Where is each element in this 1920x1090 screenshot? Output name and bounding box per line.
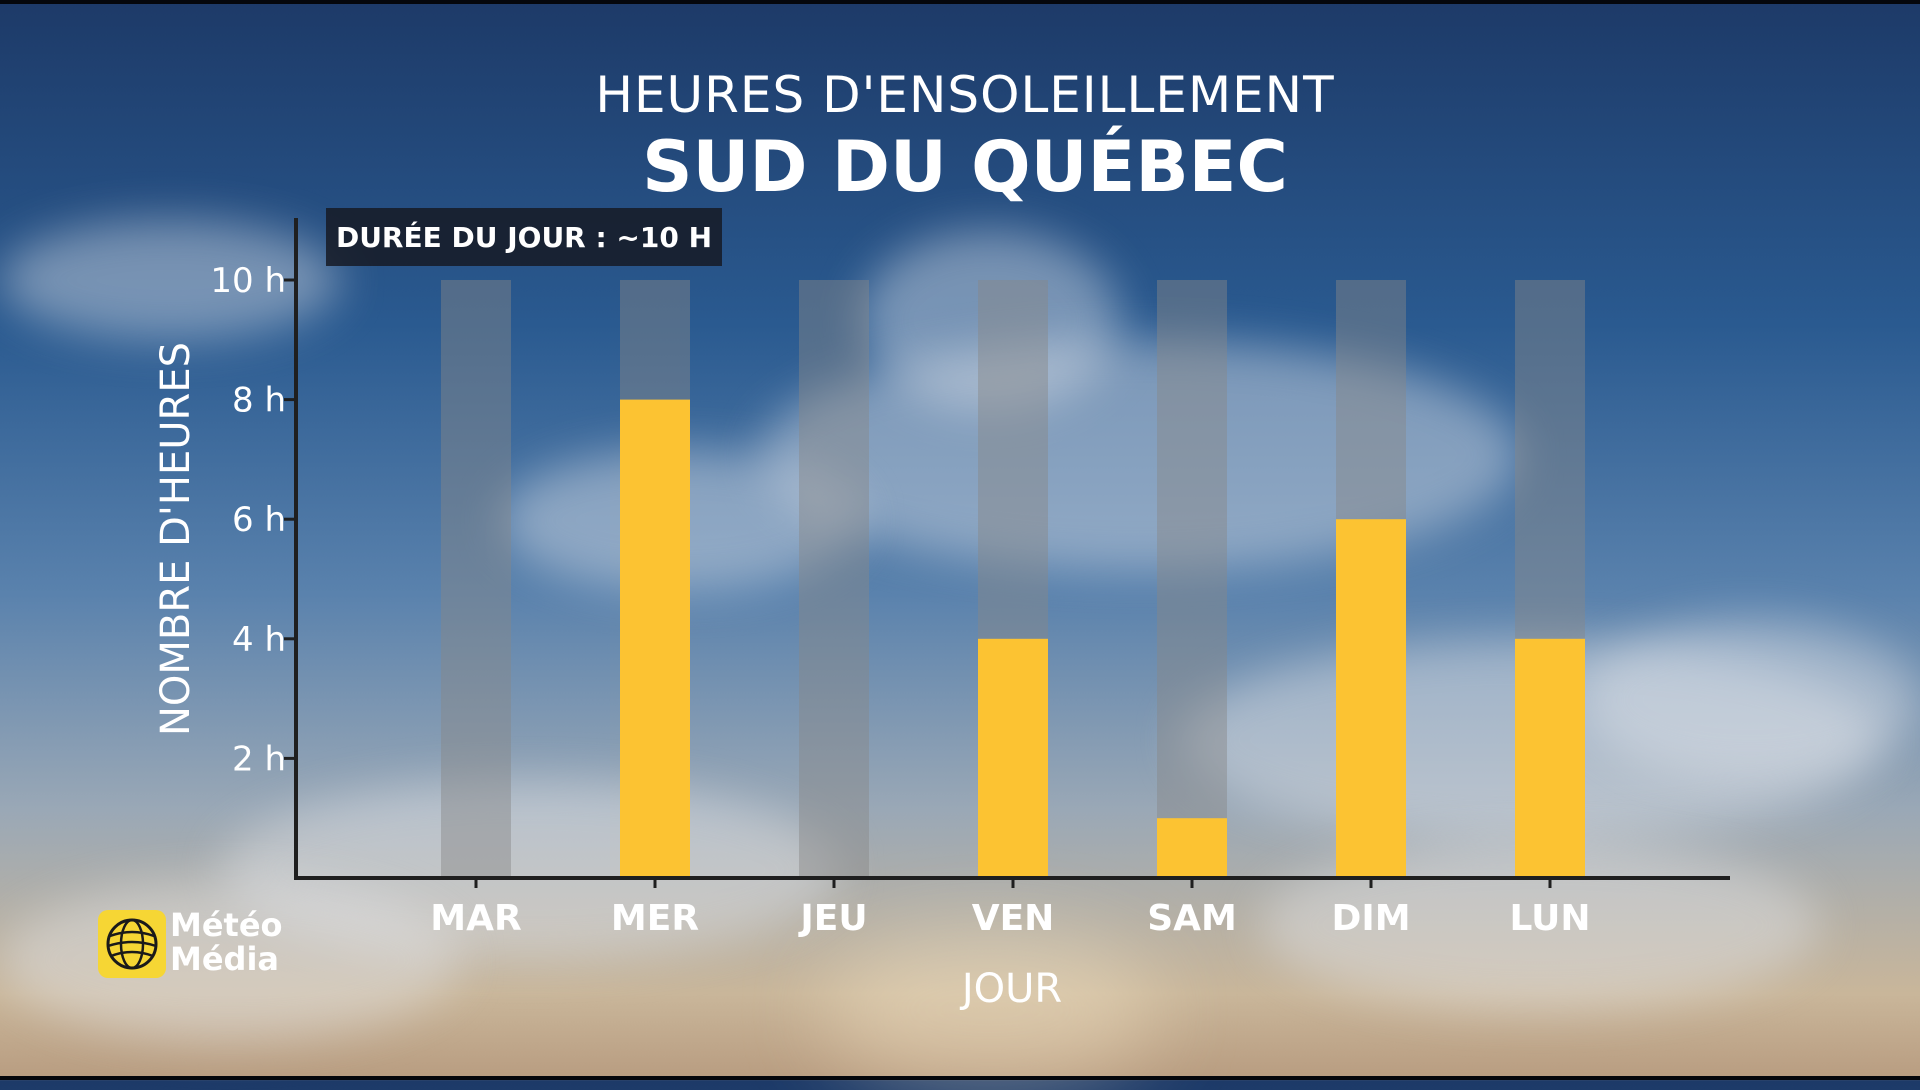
daylight-background-bar (441, 280, 511, 878)
meteomedia-logo-icon (98, 910, 166, 978)
day-length-badge: DURÉE DU JOUR : ~10 H (326, 208, 722, 266)
x-axis-label: JOUR (961, 966, 1063, 1012)
cloud-shape (1580, 620, 1920, 780)
x-tick-label: LUN (1509, 898, 1590, 939)
y-tick-label: 8 h (232, 381, 286, 421)
x-tick-label: MER (611, 898, 699, 939)
cloud-shape (0, 880, 460, 1040)
brand-logo-line-1: Météo (170, 906, 283, 944)
x-tick-label: MAR (430, 898, 521, 939)
daylight-background-bar (1157, 280, 1227, 878)
sunshine-bar (978, 638, 1048, 878)
cloud-shape (220, 780, 840, 960)
sunshine-bar (1157, 818, 1227, 878)
cloud-shape (0, 220, 340, 340)
cloud-shape (860, 230, 1120, 410)
sunshine-bar (1515, 638, 1585, 878)
brand-logo-text: Météo Média (170, 908, 283, 976)
sunshine-bar (1336, 519, 1406, 878)
globe-icon (106, 918, 158, 970)
y-axis-label: NOMBRE D'HEURES (153, 341, 199, 737)
y-tick-label: 2 h (232, 739, 286, 779)
sunshine-bar (620, 399, 690, 878)
bottom-frame-border (0, 1076, 1920, 1080)
x-tick-label: SAM (1147, 898, 1237, 939)
brand-logo-line-2: Média (170, 940, 280, 978)
y-tick-label: 4 h (232, 620, 286, 660)
sun-glow (820, 930, 1160, 1090)
top-frame-border (0, 0, 1920, 4)
x-tick-label: JEU (797, 898, 867, 939)
y-tick-label: 10 h (210, 261, 286, 301)
daylight-background-bar (799, 280, 869, 878)
chart-subtitle: SUD DU QUÉBEC (642, 126, 1288, 208)
y-tick-label: 6 h (232, 500, 286, 540)
x-tick-label: VEN (972, 898, 1055, 939)
x-tick-label: DIM (1331, 898, 1410, 939)
chart-title: HEURES D'ENSOLEILLEMENT (595, 66, 1335, 124)
